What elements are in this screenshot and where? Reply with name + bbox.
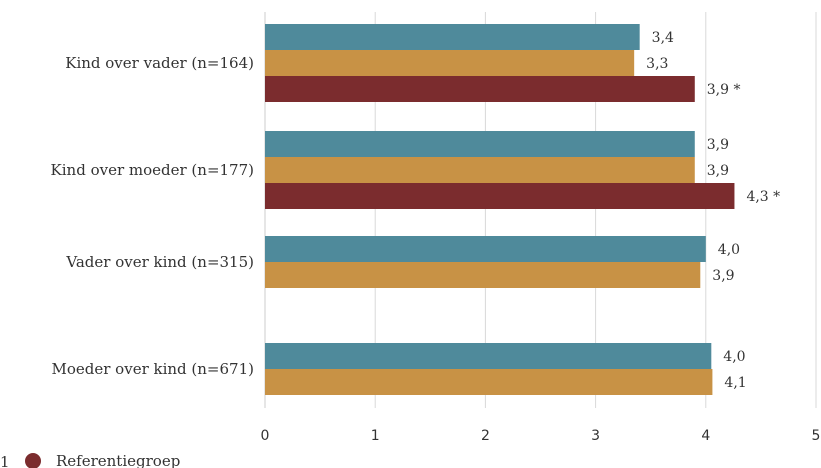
category-label: Vader over kind (n=315): [65, 253, 254, 271]
value-label: 4,1: [724, 375, 746, 391]
bar: [265, 343, 712, 369]
x-axis-ticks: 0 1 2 3 4 5: [261, 428, 821, 444]
value-label: 4,0: [723, 349, 745, 365]
x-tick-label: 4: [701, 428, 710, 444]
legend: 1 Referentiegroep: [0, 452, 180, 468]
bar: [265, 24, 640, 50]
bar: [265, 369, 713, 395]
bar: [265, 76, 695, 102]
x-tick-label: 1: [371, 428, 380, 444]
bar: [265, 50, 635, 76]
legend-partial-prefix: 1: [0, 453, 10, 468]
bar: [265, 157, 695, 183]
category-label: Moeder over kind (n=671): [52, 360, 255, 378]
bar: [265, 262, 701, 288]
x-tick-label: 0: [261, 428, 270, 444]
value-label: 3,9: [712, 268, 734, 284]
bar: [265, 183, 735, 209]
value-labels: 3,4 3,9 4,0 4,0 3,3 3,9 3,9 4,1 3,9 * 4,3 *: [646, 30, 780, 391]
x-tick-label: 5: [812, 428, 821, 444]
legend-label: Referentiegroep: [56, 452, 180, 468]
value-label: 3,9 *: [707, 82, 741, 98]
value-label: 4,0: [718, 242, 740, 258]
value-label: 3,9: [707, 163, 729, 179]
value-label: 4,3 *: [746, 189, 780, 205]
value-label: 3,9: [707, 137, 729, 153]
x-tick-label: 3: [591, 428, 600, 444]
category-labels: Kind over vader (n=164) Kind over moeder …: [51, 54, 254, 378]
bar: [265, 131, 695, 157]
legend-marker: [25, 453, 41, 468]
x-tick-label: 2: [481, 428, 490, 444]
value-label: 3,3: [646, 56, 668, 72]
bar: [265, 236, 706, 262]
bars: [265, 24, 735, 395]
category-label: Kind over moeder (n=177): [51, 161, 254, 179]
value-label: 3,4: [652, 30, 674, 46]
category-label: Kind over vader (n=164): [65, 54, 254, 72]
